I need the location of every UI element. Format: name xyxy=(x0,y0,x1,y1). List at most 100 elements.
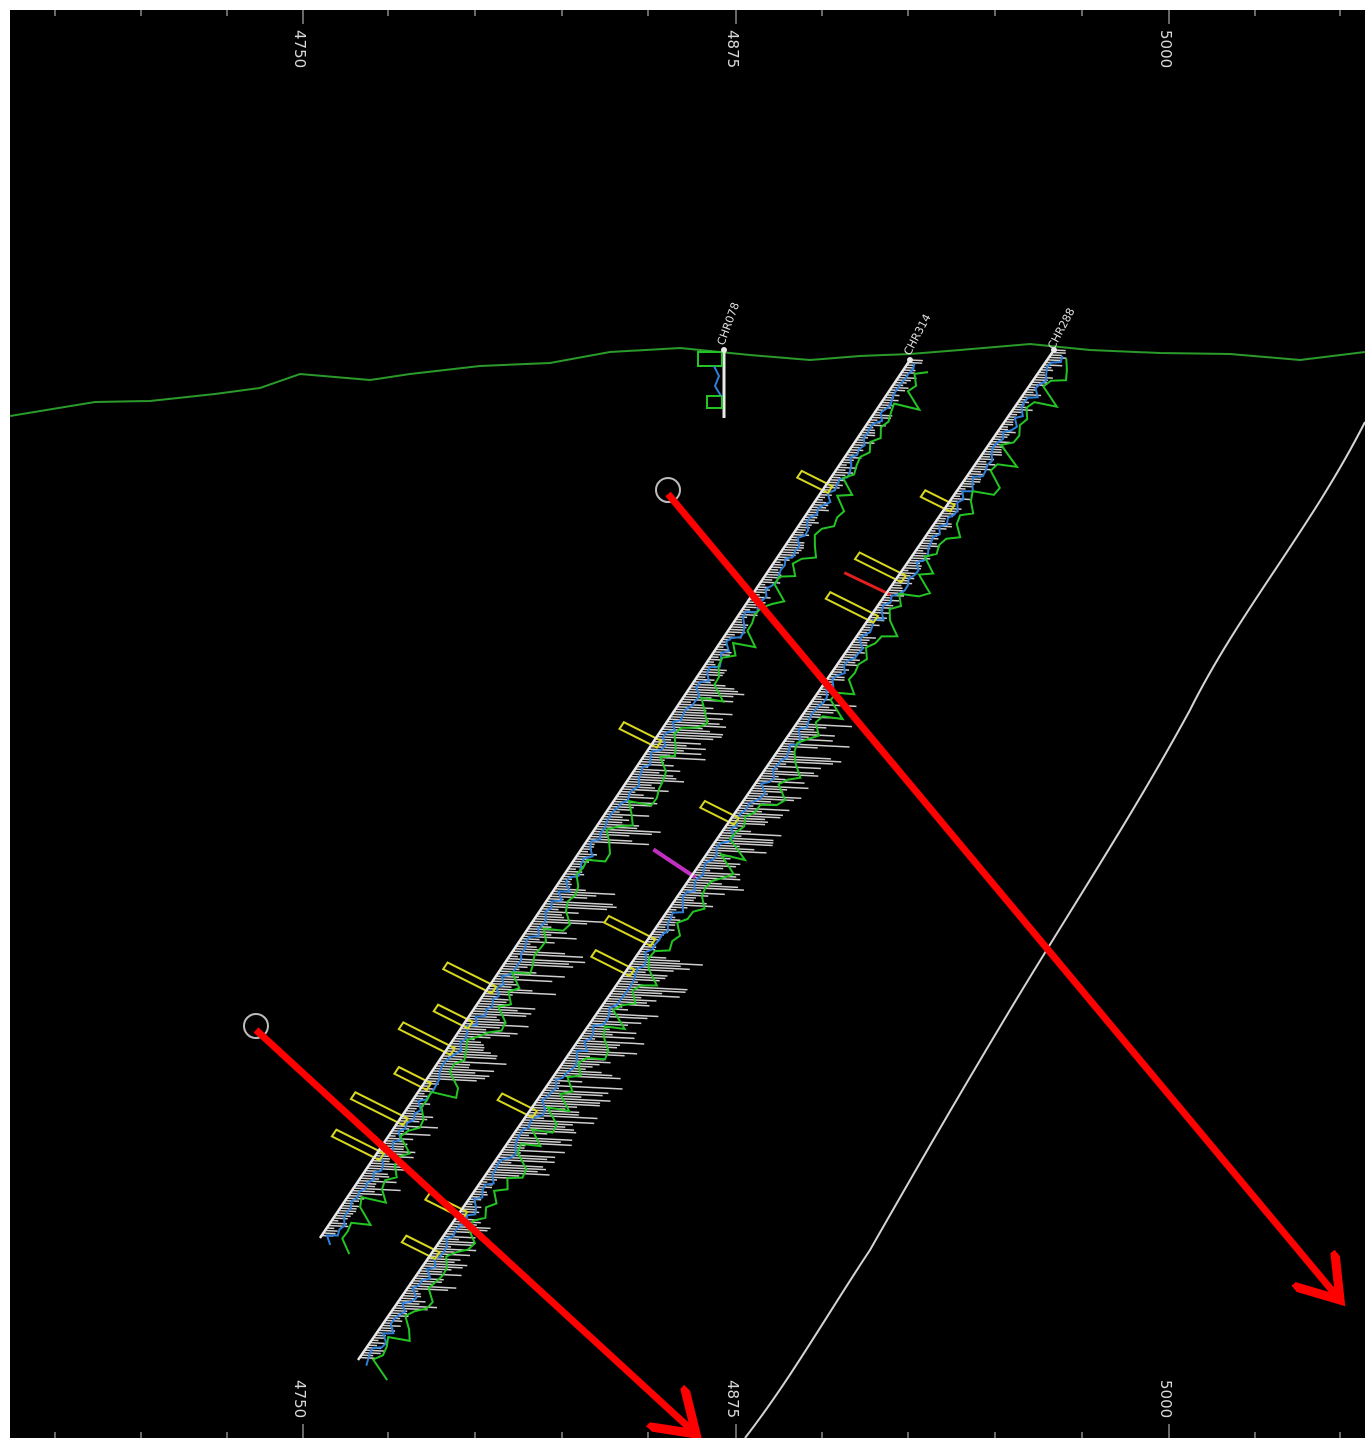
assay-histogram-bar xyxy=(415,1275,430,1278)
assay-histogram-bar xyxy=(428,1075,486,1080)
assay-histogram-bar xyxy=(636,955,667,959)
assay-histogram-bar xyxy=(581,1034,635,1040)
drillhole-chr314[interactable] xyxy=(318,357,929,1255)
assay-histogram-bar xyxy=(757,779,805,784)
assay-histogram-bar xyxy=(536,915,565,919)
assay-histogram-bar xyxy=(787,735,809,738)
assay-histogram-bar xyxy=(591,1020,642,1025)
assay-histogram-bar xyxy=(363,1351,381,1355)
assay-spike-yellow xyxy=(589,948,636,978)
assay-histogram-bar xyxy=(438,1242,474,1247)
assay-histogram-bar xyxy=(560,1064,593,1068)
assay-histogram-bar xyxy=(611,803,652,807)
assay-histogram-bar xyxy=(673,901,707,905)
assay-histogram-bar xyxy=(619,790,636,794)
assay-histogram-bar xyxy=(410,1102,431,1106)
assay-histogram-bar xyxy=(717,836,774,842)
assay-histogram-bar xyxy=(554,888,586,892)
assay-histogram-bar xyxy=(474,1007,518,1012)
assay-spike-red xyxy=(843,571,891,597)
assay-histogram-bar xyxy=(513,1133,530,1137)
assay-histogram-bar xyxy=(323,1232,336,1235)
top-ruler xyxy=(54,10,1341,24)
assay-histogram-bar xyxy=(804,710,834,714)
assay-histogram-bar xyxy=(733,814,781,819)
assay-histogram-bar xyxy=(743,799,772,803)
top-label-4875: 4875 xyxy=(724,30,742,68)
assay-histogram-bar xyxy=(914,552,927,555)
assay-histogram-bar xyxy=(651,743,687,747)
assay-histogram-bar xyxy=(697,866,724,870)
assay-histogram-bar xyxy=(390,1132,431,1136)
drillhole-trace xyxy=(356,349,1056,1361)
assay-histogram-bar xyxy=(1050,354,1062,357)
assay-histogram-bar xyxy=(397,1302,420,1305)
assay-histogram-bar xyxy=(549,895,588,899)
assay-histogram-bar xyxy=(403,1112,424,1115)
assay-spike-yellow xyxy=(432,1003,474,1030)
assay-histogram-bar xyxy=(537,1099,601,1104)
assay-histogram-bar xyxy=(426,1260,455,1264)
assay-histogram-bar xyxy=(650,745,706,751)
assay-histogram-bar xyxy=(799,523,812,526)
assay-histogram-bar xyxy=(542,905,608,911)
assay-histogram-bar xyxy=(569,1052,625,1057)
collar-marker-lower[interactable] xyxy=(243,1013,269,1039)
section-viewport[interactable]: 4750 4875 5000 4750 4875 5000 CHR078 CHR… xyxy=(10,10,1365,1438)
assay-histogram-bar xyxy=(364,1349,385,1352)
drillhole-chr078[interactable] xyxy=(697,347,727,418)
assay-trace-blue xyxy=(365,355,1064,1366)
assay-histogram-bar xyxy=(850,643,868,647)
assay-histogram-bar xyxy=(781,745,818,749)
assay-histogram-bar xyxy=(891,386,909,390)
assay-histogram-bar xyxy=(792,728,815,731)
assay-histogram-bar xyxy=(744,606,757,609)
assay-histogram-bar xyxy=(762,772,819,777)
assay-histogram-bar xyxy=(972,468,992,471)
assay-histogram-bar xyxy=(578,1039,645,1045)
assay-histogram-bar xyxy=(746,794,802,800)
assay-histogram-bar xyxy=(924,537,939,540)
assay-histogram-bar xyxy=(588,838,633,842)
assay-histogram-bar xyxy=(990,440,1011,444)
assay-histogram-bar xyxy=(765,767,779,770)
assay-histogram-bar xyxy=(675,708,707,712)
assay-histogram-bar xyxy=(856,636,876,639)
assay-histogram-bar xyxy=(671,713,707,717)
assay-histogram-bar xyxy=(702,859,726,862)
assay-histogram-bar xyxy=(441,1237,459,1241)
assay-histogram-bar xyxy=(878,406,892,409)
assay-histogram-bar xyxy=(633,770,660,774)
assay-histogram-bar xyxy=(849,449,864,452)
assay-histogram-bar xyxy=(690,686,735,690)
assay-histogram-bar xyxy=(777,750,794,753)
assay-histogram-bar xyxy=(358,1179,397,1184)
assay-histogram-bar xyxy=(567,1054,591,1058)
assay-histogram-bar xyxy=(531,922,548,926)
assay-histogram-bar xyxy=(985,448,1002,451)
assay-histogram-bar xyxy=(335,1214,351,1218)
assay-histogram-bar xyxy=(353,1187,401,1192)
assay-histogram-bar xyxy=(898,376,917,380)
assay-histogram-bar xyxy=(578,853,598,856)
assay-histogram-bar xyxy=(596,1012,659,1018)
assay-spike-yellow xyxy=(496,1092,539,1119)
collar-marker-upper[interactable] xyxy=(655,477,681,503)
assay-histogram-bar xyxy=(572,1047,609,1051)
assay-histogram-bar xyxy=(960,485,974,488)
assay-histogram-bar xyxy=(791,730,819,734)
assay-histogram-bar xyxy=(944,507,962,511)
assay-histogram-bar xyxy=(598,1010,616,1013)
assay-histogram-bar xyxy=(670,906,688,909)
assay-histogram-bar xyxy=(680,700,691,703)
assay-histogram-bar xyxy=(433,1067,495,1073)
assay-histogram-bar xyxy=(511,1136,573,1141)
assay-histogram-bar xyxy=(427,1077,477,1082)
assay-histogram-bar xyxy=(517,942,531,946)
assay-histogram-bar xyxy=(897,576,915,580)
drillhole-chr288[interactable] xyxy=(356,347,1068,1381)
assay-histogram-bar xyxy=(422,1265,463,1269)
assay-histogram-bar xyxy=(711,846,755,851)
assay-histogram-bar xyxy=(668,718,709,722)
cross-section-canvas: 4750 4875 5000 4750 4875 5000 CHR078 CHR… xyxy=(10,10,1365,1438)
